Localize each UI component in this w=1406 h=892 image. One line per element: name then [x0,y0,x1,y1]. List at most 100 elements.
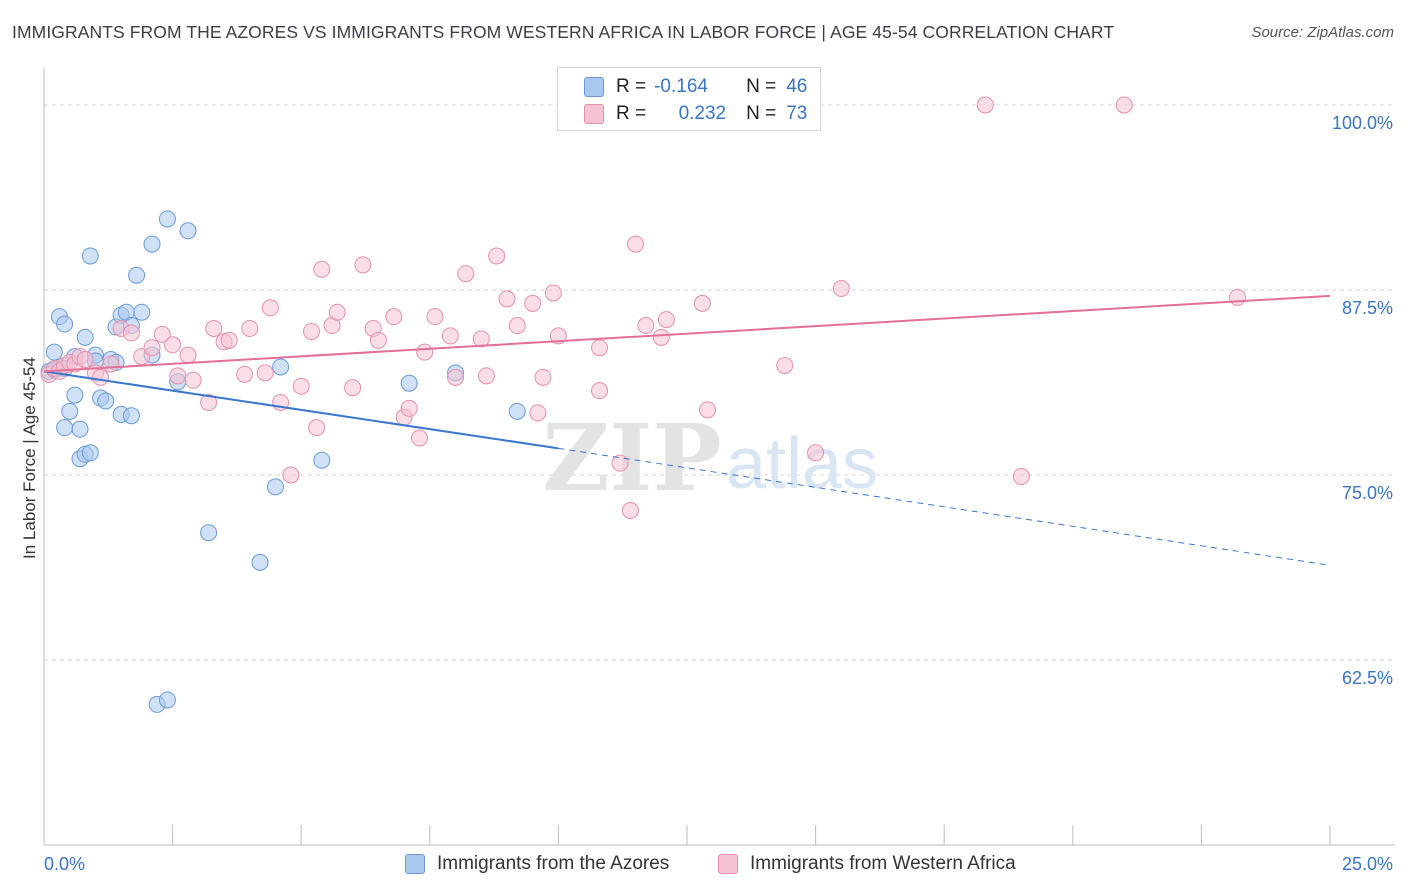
point-western-africa [313,260,331,278]
point-western-africa [457,265,475,283]
legend-r-value: -0.164 [654,76,708,97]
point-western-africa [693,294,711,312]
point-western-africa [549,327,567,345]
bottom-legend-label-western-africa: Immigrants from Western Africa [750,853,1016,874]
point-azores [272,358,290,376]
point-western-africa [292,377,310,395]
correlation-legend: R = -0.164 N = 46 R = 0.232 N = 73 [557,67,821,131]
bottom-legend-swatch-azores [405,854,425,874]
point-western-africa [308,419,326,437]
point-western-africa [205,319,223,337]
legend-row-western-africa: R = 0.232 N = 73 [584,102,807,126]
point-western-africa [627,235,645,253]
tick-labels: 62.5% 75.0% 87.5% 100.0% 0.0% 25.0% [44,113,1393,874]
point-azores [122,407,140,425]
point-azores [251,553,269,571]
point-western-africa [591,382,609,400]
legend-n-value: 46 [786,76,808,97]
legend-r-label: R = [616,103,647,124]
point-western-africa [441,327,459,345]
point-western-africa [544,284,562,302]
point-western-africa [1115,96,1133,114]
point-western-africa [498,290,516,308]
point-azores [200,524,218,542]
point-western-africa [416,343,434,361]
legend-n-value: 73 [786,103,808,124]
point-western-africa [102,355,120,373]
point-azores [56,315,74,333]
point-azores [158,691,176,709]
point-western-africa [236,365,254,383]
bottom-legend-label-azores: Immigrants from the Azores [437,853,670,874]
data-points [40,96,1246,713]
point-western-africa [529,404,547,422]
point-western-africa [976,96,994,114]
y-tick-label: 87.5% [1342,298,1393,318]
bottom-legend-azores: Immigrants from the Azores [405,852,669,876]
source-label: Source: ZipAtlas.com [1251,24,1394,41]
point-azores [45,343,63,361]
chart-title: IMMIGRANTS FROM THE AZORES VS IMMIGRANTS… [12,22,1115,42]
point-western-africa [261,299,279,317]
point-western-africa [637,317,655,335]
trendline-western-africa [43,294,1331,373]
point-azores [76,328,94,346]
point-western-africa [143,339,161,357]
point-western-africa [524,294,542,312]
point-western-africa [220,331,238,349]
point-western-africa [591,339,609,357]
point-western-africa [282,466,300,484]
point-western-africa [200,393,218,411]
point-western-africa [369,331,387,349]
point-azores [66,386,84,404]
axes [43,68,1395,846]
watermark-zip: ZIP [542,404,721,512]
point-western-africa [1228,288,1246,306]
legend-swatch-azores [584,77,604,97]
point-azores [71,420,89,438]
point-western-africa [807,444,825,462]
point-western-africa [122,324,140,342]
point-western-africa [776,356,794,374]
watermark: ZIP atlas [542,404,878,512]
legend-swatch-western-africa [584,104,604,124]
legend-n-label: N = [746,103,777,124]
point-azores [400,374,418,392]
point-western-africa [92,368,110,386]
point-western-africa [411,429,429,447]
point-azores [179,222,197,240]
point-western-africa [400,399,418,417]
point-azores [128,266,146,284]
point-western-africa [302,322,320,340]
point-western-africa [164,336,182,354]
point-western-africa [76,351,94,369]
point-western-africa [1012,467,1030,485]
point-western-africa [488,247,506,265]
point-azores [56,419,74,437]
watermark-atlas: atlas [726,424,878,504]
point-western-africa [657,311,675,329]
point-western-africa [153,325,171,343]
point-western-africa [344,379,362,397]
point-western-africa [354,256,372,274]
bottom-legend-western-africa: Immigrants from Western Africa [718,852,1016,876]
point-western-africa [621,502,639,520]
trendline-azores-extension [558,447,1331,566]
trend-lines [43,294,1331,566]
point-western-africa [477,367,495,385]
legend-r-label: R = [616,76,647,97]
bottom-legend-swatch-western-africa [718,854,738,874]
point-western-africa [241,319,259,337]
point-western-africa [652,328,670,346]
point-western-africa [385,308,403,326]
point-western-africa [447,368,465,386]
point-azores [508,402,526,420]
point-azores [133,303,151,321]
y-tick-label: 75.0% [1342,483,1393,503]
point-azores [81,247,99,265]
point-western-africa [508,317,526,335]
point-azores [313,451,331,469]
point-azores [61,402,79,420]
point-azores [158,210,176,228]
point-western-africa [184,371,202,389]
